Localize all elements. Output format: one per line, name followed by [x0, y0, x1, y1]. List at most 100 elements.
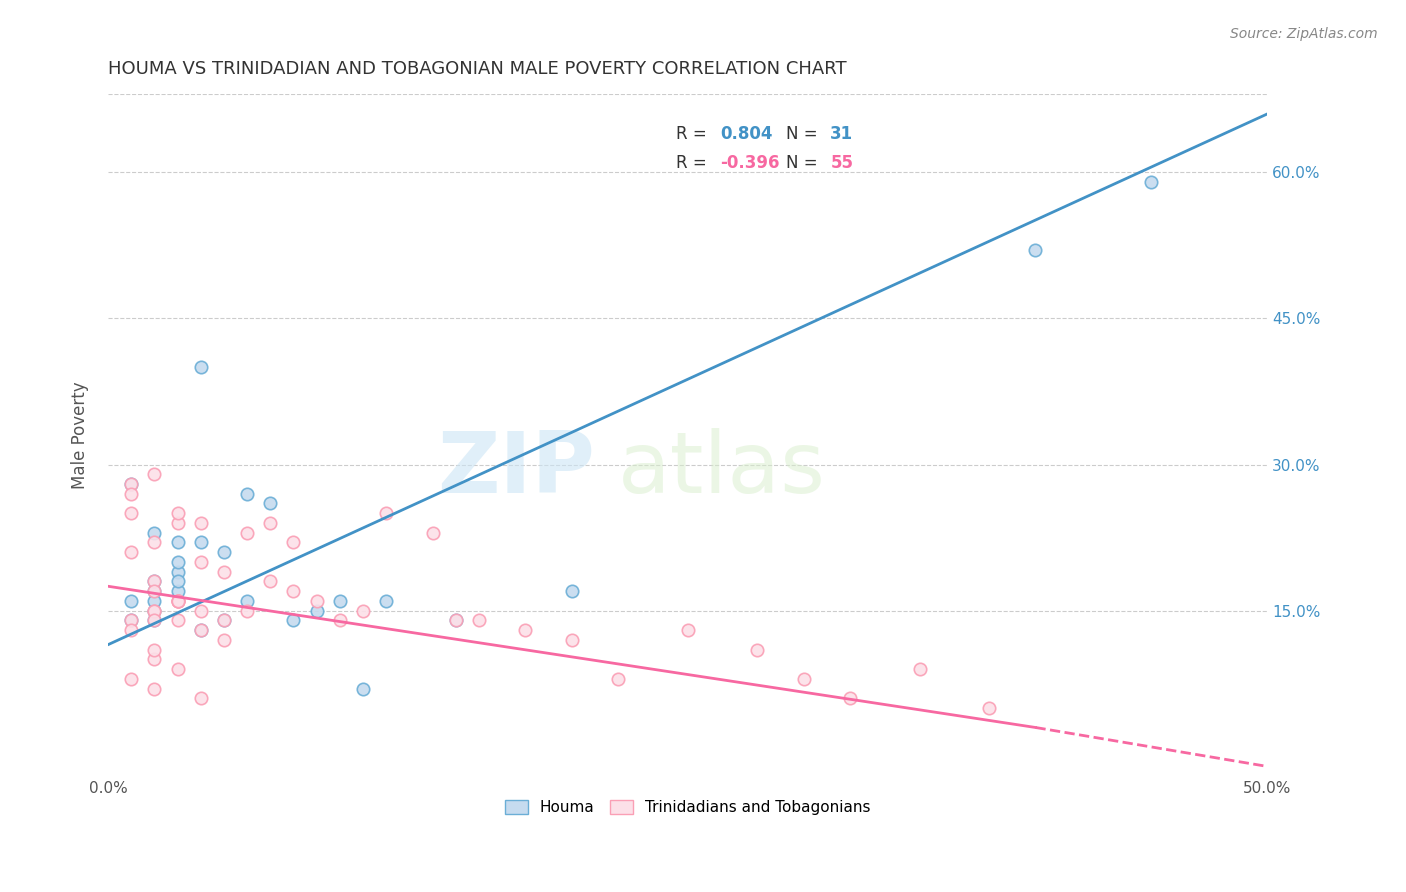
- Point: [212, 565, 235, 579]
- Point: [259, 516, 281, 530]
- Point: [259, 496, 281, 510]
- Point: [375, 594, 398, 608]
- Point: [143, 525, 166, 540]
- Point: [561, 632, 583, 647]
- Point: [236, 594, 259, 608]
- Point: [212, 545, 235, 559]
- Point: [120, 623, 142, 637]
- Point: [143, 584, 166, 599]
- Point: [839, 691, 862, 706]
- Point: [212, 632, 235, 647]
- Point: [120, 613, 142, 627]
- Point: [166, 613, 188, 627]
- Point: [236, 525, 259, 540]
- Point: [166, 594, 188, 608]
- Legend: Houma, Trinidadians and Tobagonians: Houma, Trinidadians and Tobagonians: [498, 793, 879, 823]
- Point: [561, 584, 583, 599]
- Point: [143, 681, 166, 696]
- Point: [143, 613, 166, 627]
- Text: Source: ZipAtlas.com: Source: ZipAtlas.com: [1230, 27, 1378, 41]
- Point: [190, 623, 212, 637]
- Point: [120, 477, 142, 491]
- Point: [120, 477, 142, 491]
- Text: R =: R =: [676, 153, 711, 172]
- Point: [236, 487, 259, 501]
- Point: [120, 487, 142, 501]
- Point: [190, 516, 212, 530]
- Text: 31: 31: [831, 125, 853, 143]
- Point: [283, 535, 305, 549]
- Point: [190, 604, 212, 618]
- Point: [747, 642, 769, 657]
- Point: [120, 506, 142, 520]
- Point: [166, 506, 188, 520]
- Point: [375, 506, 398, 520]
- Point: [120, 613, 142, 627]
- Point: [143, 535, 166, 549]
- Point: [190, 691, 212, 706]
- Point: [143, 613, 166, 627]
- Text: HOUMA VS TRINIDADIAN AND TOBAGONIAN MALE POVERTY CORRELATION CHART: HOUMA VS TRINIDADIAN AND TOBAGONIAN MALE…: [108, 60, 846, 78]
- Point: [190, 360, 212, 375]
- Point: [143, 604, 166, 618]
- Point: [1024, 244, 1046, 258]
- Point: [793, 672, 815, 686]
- Point: [352, 681, 374, 696]
- Point: [329, 613, 352, 627]
- Point: [120, 672, 142, 686]
- Point: [212, 613, 235, 627]
- Text: 55: 55: [831, 153, 853, 172]
- Point: [166, 584, 188, 599]
- Text: 0.804: 0.804: [720, 125, 773, 143]
- Point: [190, 623, 212, 637]
- Point: [305, 604, 328, 618]
- Point: [444, 613, 467, 627]
- Point: [259, 574, 281, 589]
- Point: [515, 623, 537, 637]
- Point: [166, 565, 188, 579]
- Point: [444, 613, 467, 627]
- Point: [422, 525, 444, 540]
- Point: [305, 594, 328, 608]
- Point: [166, 535, 188, 549]
- Point: [143, 652, 166, 666]
- Point: [143, 574, 166, 589]
- Point: [166, 594, 188, 608]
- Point: [329, 594, 352, 608]
- Text: N =: N =: [786, 153, 823, 172]
- Point: [143, 467, 166, 482]
- Point: [166, 594, 188, 608]
- Point: [283, 613, 305, 627]
- Text: ZIP: ZIP: [437, 428, 595, 511]
- Point: [120, 545, 142, 559]
- Point: [166, 516, 188, 530]
- Point: [676, 623, 699, 637]
- Point: [143, 642, 166, 657]
- Point: [236, 604, 259, 618]
- Y-axis label: Male Poverty: Male Poverty: [72, 382, 89, 489]
- Point: [120, 594, 142, 608]
- Point: [283, 584, 305, 599]
- Point: [908, 662, 931, 676]
- Point: [212, 613, 235, 627]
- Point: [977, 701, 1000, 715]
- Text: N =: N =: [786, 125, 823, 143]
- Point: [607, 672, 630, 686]
- Text: R =: R =: [676, 125, 711, 143]
- Point: [143, 594, 166, 608]
- Point: [143, 574, 166, 589]
- Point: [190, 535, 212, 549]
- Point: [190, 555, 212, 569]
- Point: [166, 662, 188, 676]
- Point: [352, 604, 374, 618]
- Point: [166, 555, 188, 569]
- Point: [468, 613, 491, 627]
- Point: [143, 604, 166, 618]
- Text: -0.396: -0.396: [720, 153, 779, 172]
- Point: [143, 584, 166, 599]
- Point: [1140, 175, 1163, 189]
- Text: atlas: atlas: [619, 428, 827, 511]
- Point: [166, 594, 188, 608]
- Point: [166, 574, 188, 589]
- Point: [143, 604, 166, 618]
